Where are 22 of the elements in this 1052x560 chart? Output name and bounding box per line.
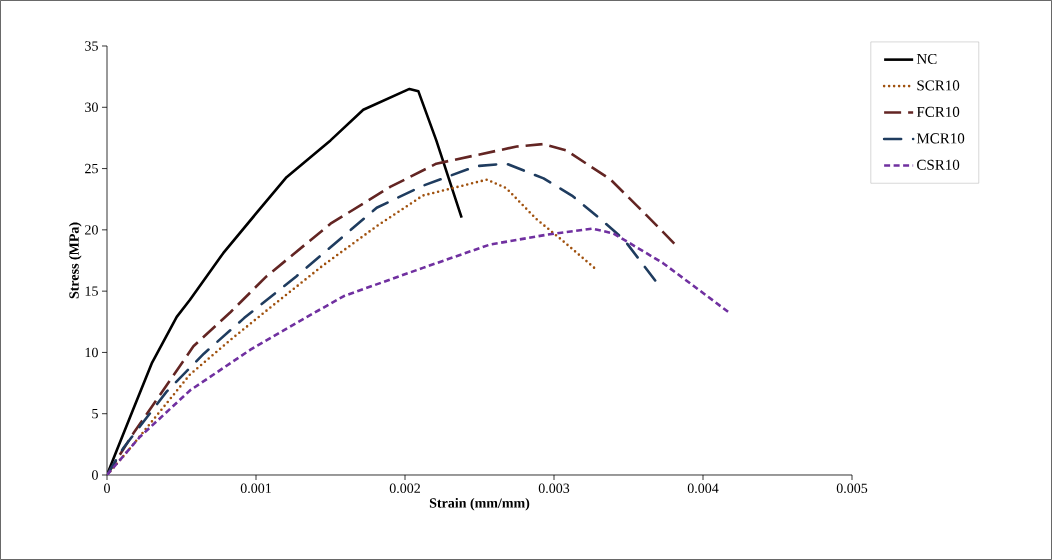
x-tick-label: 0	[104, 483, 110, 493]
y-tick-label: 10	[85, 347, 98, 358]
legend-label: MCR10	[916, 133, 965, 144]
legend-label: SCR10	[917, 80, 960, 91]
y-tick-label: 15	[85, 286, 98, 296]
x-axis-title: Strain (mm/mm)	[429, 497, 530, 511]
x-tick-label: 0.002	[389, 483, 420, 494]
y-tick-label: 5	[92, 409, 98, 419]
y-tick-label: 30	[85, 102, 98, 113]
x-tick-label: 0.003	[538, 483, 570, 494]
legend-label: CSR10	[917, 159, 960, 170]
legend-label: FCR10	[916, 106, 960, 117]
x-tick-label: 0.005	[836, 483, 868, 494]
y-tick-label: 0	[92, 470, 98, 480]
y-tick-label: 20	[85, 225, 98, 235]
legend-label: NC	[916, 53, 937, 64]
y-axis-title: Stress (MPa)	[68, 222, 82, 299]
x-tick-label: 0.001	[240, 483, 271, 494]
y-tick-label: 35	[85, 41, 98, 51]
x-tick-label: 0.004	[687, 483, 719, 494]
y-tick-label: 25	[85, 163, 98, 174]
line-series	[107, 227, 730, 475]
